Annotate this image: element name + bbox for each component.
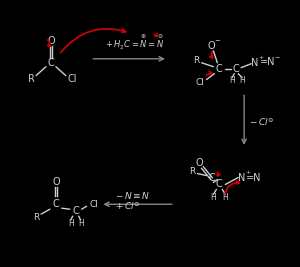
Text: C: C (233, 64, 240, 74)
Text: H: H (211, 193, 216, 202)
Text: O: O (47, 36, 55, 46)
Text: =N: =N (246, 172, 262, 183)
Text: R: R (33, 213, 39, 222)
Text: O: O (196, 158, 203, 168)
Text: $-\,Cl^{\ominus}$: $-\,Cl^{\ominus}$ (249, 116, 274, 128)
Text: R: R (28, 74, 34, 84)
Text: H: H (230, 76, 235, 85)
Text: $+\,H_2C{=}\overset{\oplus}{N}{=}\overset{\ominus}{N}$: $+\,H_2C{=}\overset{\oplus}{N}{=}\overse… (105, 34, 165, 52)
Text: C: C (208, 172, 215, 183)
Text: C: C (72, 206, 79, 216)
Text: C: C (216, 179, 223, 190)
Text: N: N (238, 172, 246, 183)
Text: C: C (48, 58, 54, 68)
Text: Cl: Cl (68, 74, 77, 84)
Text: H: H (222, 193, 228, 202)
Text: Cl: Cl (89, 200, 98, 209)
Text: C: C (52, 199, 59, 209)
Text: $-\,N{\equiv}N$: $-\,N{\equiv}N$ (115, 190, 151, 201)
Text: Cl: Cl (195, 78, 204, 87)
Text: R: R (190, 167, 196, 176)
Text: −: − (274, 54, 279, 59)
Text: $+\,Cl^{\ominus}$: $+\,Cl^{\ominus}$ (115, 201, 141, 212)
Text: N: N (251, 58, 259, 68)
Text: O: O (208, 41, 215, 51)
Text: +: + (258, 55, 264, 60)
Text: C: C (216, 64, 223, 74)
Text: H: H (239, 76, 245, 85)
Text: O: O (52, 178, 60, 187)
Text: +: + (245, 170, 251, 175)
Text: =N: =N (260, 57, 276, 67)
Text: −: − (214, 38, 220, 44)
Text: H: H (78, 219, 83, 227)
Text: H: H (68, 219, 74, 227)
Text: R: R (194, 56, 200, 65)
